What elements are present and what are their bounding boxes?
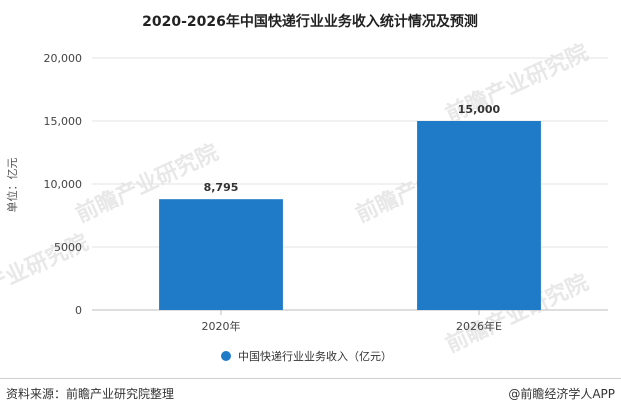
legend[interactable]: 中国快递行业业务收入（亿元） [221, 349, 392, 363]
bar[interactable] [159, 199, 283, 310]
chart-title: 2020-2026年中国快递行业业务收入统计情况及预测 [142, 13, 478, 30]
legend-marker[interactable] [221, 351, 231, 361]
y-tick-label: 0 [75, 304, 82, 317]
y-axis-label: 单位：亿元 [5, 158, 19, 213]
data-label: 8,795 [204, 181, 239, 194]
source-note: 资料来源：前瞻产业研究院整理 [6, 387, 175, 401]
x-tick-label: 2026年E [456, 319, 502, 333]
data-labels: 8,795 15,000 [204, 103, 501, 194]
data-label: 15,000 [458, 103, 501, 116]
y-tick-label: 20,000 [44, 52, 83, 65]
x-tick-label: 2020年 [202, 319, 241, 333]
y-tick-label: 10,000 [44, 178, 83, 191]
axes: 0 5000 10,000 15,000 20,000 2020年 2026年E [44, 52, 503, 333]
y-tick-label: 5000 [54, 241, 82, 254]
bars [159, 121, 541, 310]
legend-label[interactable]: 中国快递行业业务收入（亿元） [238, 349, 392, 363]
bar-chart: 2020-2026年中国快递行业业务收入统计情况及预测 前瞻产业研究院前瞻产业研… [0, 13, 608, 363]
bar[interactable] [417, 121, 541, 310]
y-tick-label: 15,000 [44, 115, 83, 128]
footer: 资料来源：前瞻产业研究院整理 @前瞻经济学人APP [0, 378, 621, 413]
brand-credit: @前瞻经济学人APP [508, 387, 615, 401]
